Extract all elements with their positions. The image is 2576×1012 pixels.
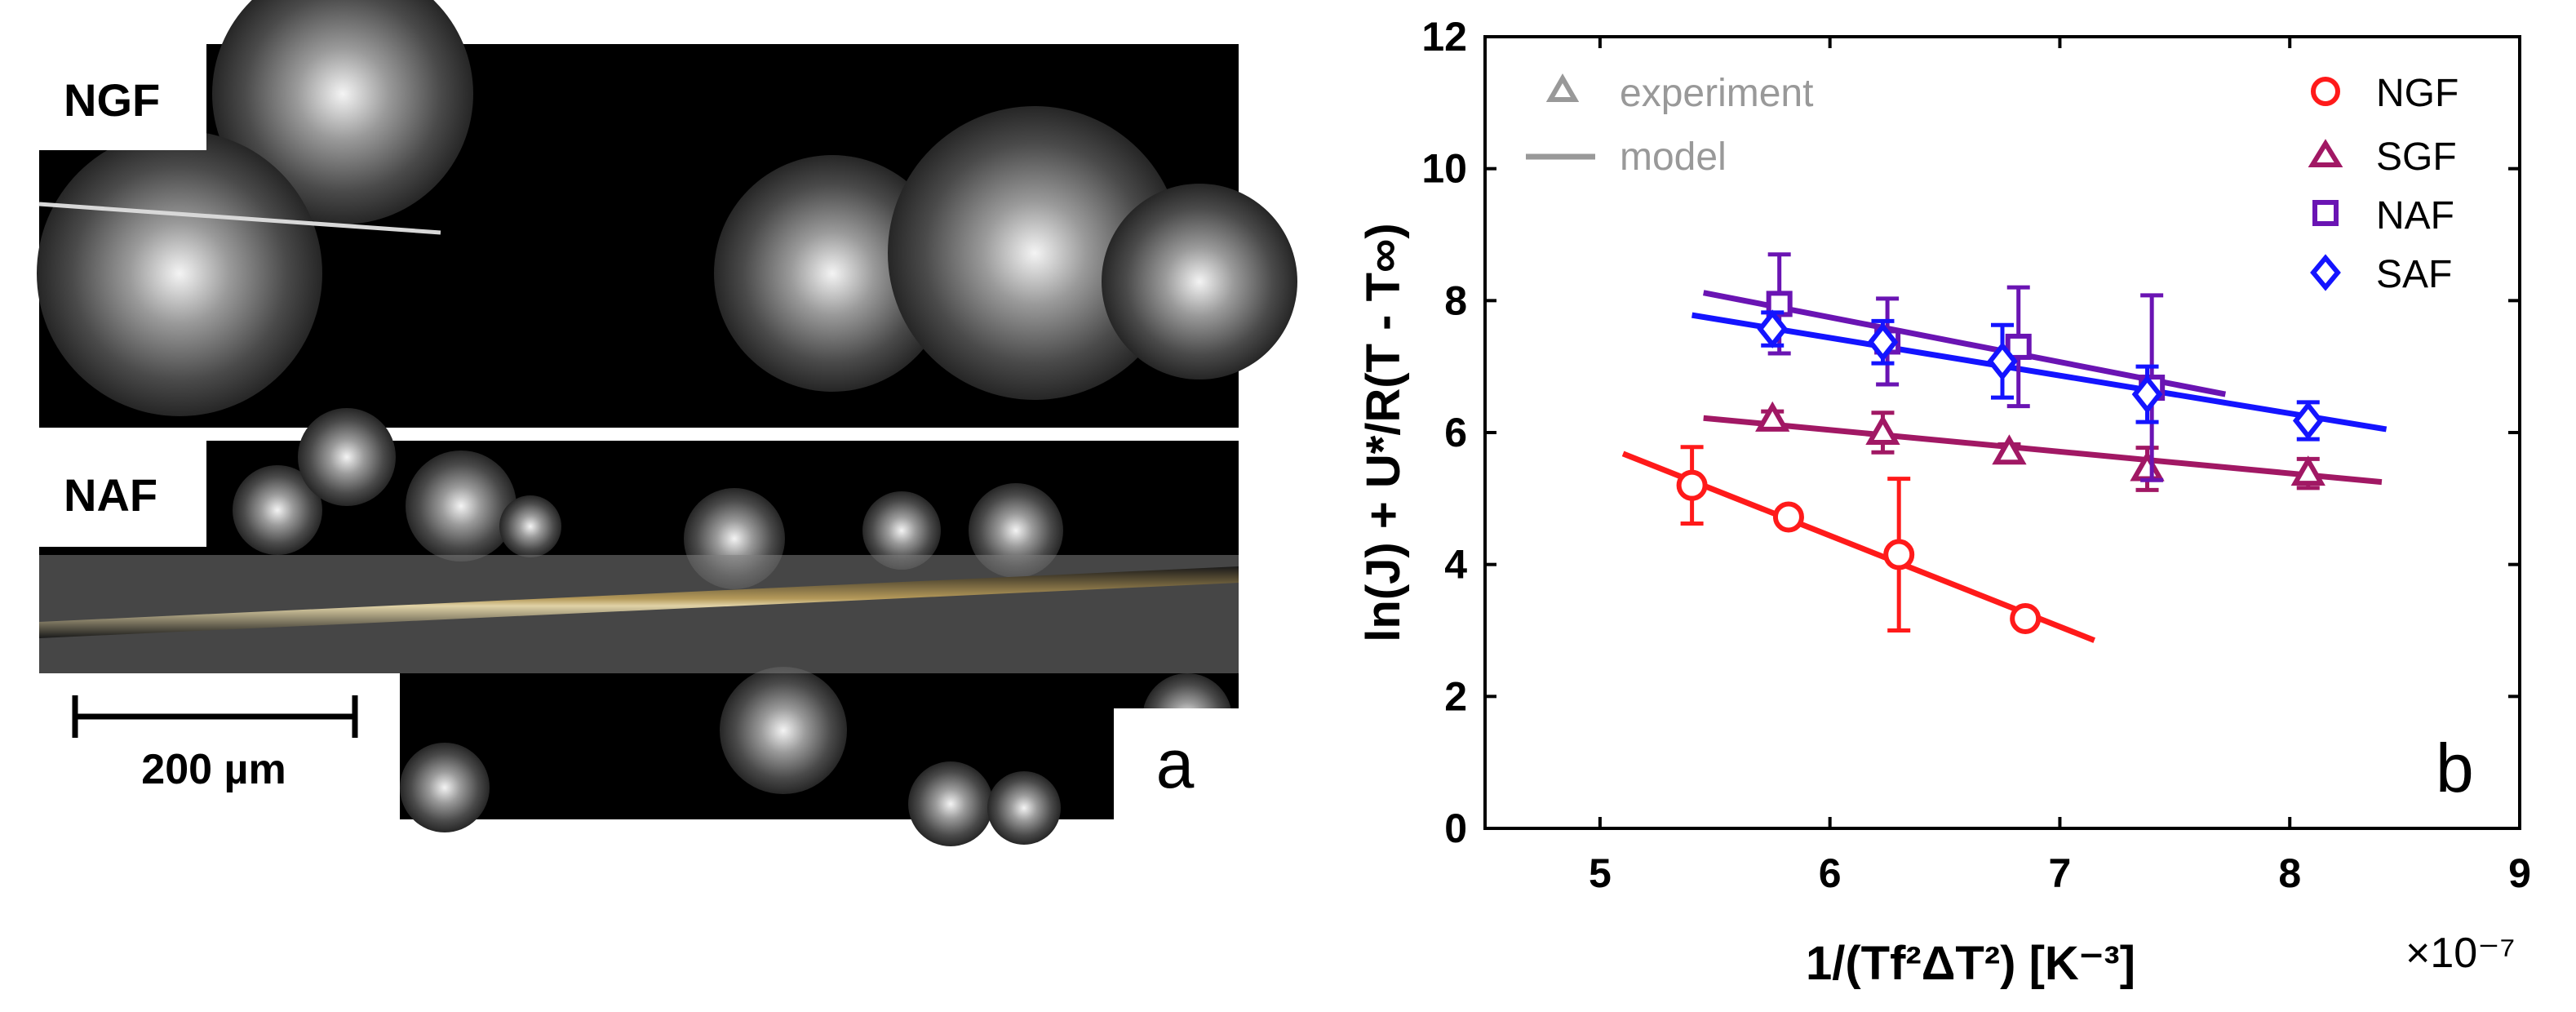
- panel-letter-b: b: [2436, 730, 2474, 806]
- y-tick-label: 12: [1421, 14, 1467, 60]
- y-axis-label: ln(J) + U*/R(T - T∞): [1357, 223, 1410, 641]
- y-tick-label: 4: [1444, 542, 1467, 588]
- legend-marker-naf: [2312, 200, 2339, 226]
- label-naf: NAF: [64, 469, 157, 521]
- letter-box-a: [1114, 708, 1239, 819]
- fit-line-sgf: [1703, 415, 2383, 486]
- point-saf: [1757, 309, 1789, 348]
- point-sgf: [1865, 414, 1900, 445]
- legend-marker-saf: [2310, 254, 2341, 291]
- legend-label-saf: SAF: [2376, 253, 2452, 296]
- point-sgf: [1992, 434, 2027, 465]
- y-tick-label: 6: [1444, 410, 1467, 455]
- point-ngf: [1772, 501, 1804, 533]
- label-box-ngf: [39, 44, 206, 150]
- x-tick-label: 5: [1589, 850, 1612, 896]
- scale-bar-label: 200 µm: [141, 746, 286, 793]
- point-ngf: [1676, 469, 1708, 501]
- data-marks: [1676, 252, 2325, 634]
- point-sgf: [1755, 401, 1790, 432]
- x-tick-label: 7: [2049, 850, 2072, 896]
- legend-label-ngf: NGF: [2376, 72, 2459, 115]
- spherulites-naf: [39, 408, 1239, 846]
- x-axis-multiplier: ×10⁻⁷: [2405, 930, 2515, 977]
- point-naf: [2005, 333, 2032, 360]
- style-legend: experiment model: [1526, 72, 1813, 179]
- y-tick-label: 10: [1421, 146, 1467, 192]
- point-ngf: [1883, 539, 1915, 570]
- legend-marker-ngf: [2311, 77, 2340, 106]
- axis-ticks: 5 6 7 8 9 0 2 4 6 8 10 12: [1421, 14, 2531, 896]
- label-box-naf: [39, 441, 206, 547]
- x-tick-label: 9: [2508, 850, 2531, 896]
- point-saf: [2292, 401, 2324, 441]
- point-saf: [2131, 375, 2163, 414]
- legend-experiment-label: experiment: [1620, 72, 1813, 115]
- y-tick-label: 8: [1444, 277, 1467, 323]
- legend-label-sgf: SGF: [2376, 135, 2457, 179]
- legend-model-label: model: [1620, 135, 1727, 179]
- scalebar-box: [39, 673, 400, 819]
- fit-line-saf: [1691, 312, 2388, 433]
- legend-label-naf: NAF: [2376, 194, 2454, 237]
- scale-bar: [72, 695, 358, 738]
- spherulites-ngf: [37, 0, 1297, 416]
- x-tick-label: 8: [2278, 850, 2301, 896]
- series-legend: NGF SGF NAF SAF: [2308, 72, 2459, 296]
- plot-area: [1483, 35, 2521, 830]
- point-ngf: [2010, 602, 2042, 634]
- y-tick-label: 2: [1444, 673, 1467, 719]
- legend-marker-sgf: [2308, 139, 2343, 167]
- point-saf: [1867, 322, 1899, 362]
- y-tick-label: 0: [1444, 806, 1467, 851]
- point-saf: [1987, 341, 2018, 381]
- x-axis-label: 1/(Tf²ΔT²) [K⁻³]: [1806, 937, 2135, 990]
- point-sgf: [2290, 455, 2325, 486]
- label-ngf: NGF: [64, 74, 160, 126]
- panel-a: NGF NAF 200 µm a: [37, 0, 1297, 846]
- legend-experiment-marker: [1545, 73, 1580, 102]
- panel-b-chart: 5 6 7 8 9 0 2 4 6 8 10 12 experiment model NGF SGF …: [1357, 14, 2531, 990]
- x-tick-label: 6: [1819, 850, 1842, 896]
- panel-letter-a: a: [1156, 726, 1195, 802]
